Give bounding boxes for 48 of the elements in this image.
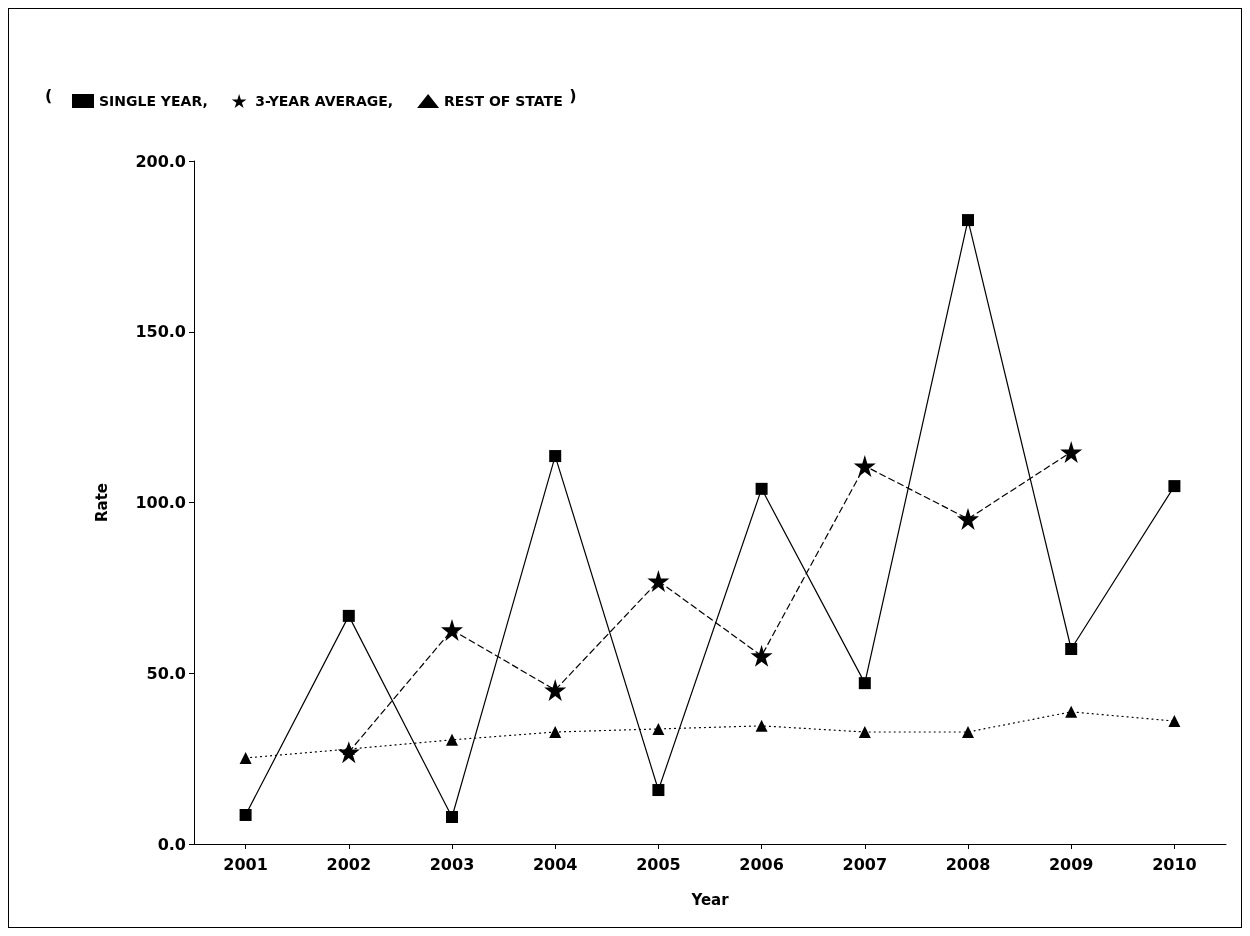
legend-label: REST OF STATE [444,93,563,109]
y-tick-label: 100.0 [135,493,186,512]
text: ( [45,85,53,105]
y-tick-label: 50.0 [146,663,186,683]
point [755,719,768,732]
x-tick-label: 2006 [739,854,784,874]
point [652,722,665,735]
legend-label: 3-YEAR AVERAGE, [255,93,394,109]
point [853,454,876,477]
point [1065,705,1078,718]
point [858,677,871,690]
point [1168,715,1181,728]
point [549,450,562,463]
point [858,725,871,738]
point [1168,480,1181,493]
point [652,784,665,797]
point [962,214,974,227]
point [441,618,463,641]
x-tick-label: 2010 [1152,854,1197,874]
x-tick-label: 2001 [223,854,268,874]
point [750,644,773,667]
x-tick-label: 2008 [945,854,991,874]
y-tick-label: 150.0 [135,322,186,342]
point [446,811,458,824]
point [962,725,974,738]
x-tick-label: 2009 [1048,854,1094,874]
x-tick-label: 2003 [429,854,475,874]
point [549,725,562,738]
point [755,482,768,495]
y-axis-title: Rate [92,482,111,523]
x-tick-label: 2004 [532,854,578,874]
point [239,808,252,821]
y-tick-label: 0.0 [157,834,186,854]
point [1060,440,1083,463]
x-tick-label: 2007 [842,854,888,874]
x-tick-label: 2005 [636,854,681,874]
y-tick-label: 200.0 [135,151,186,171]
point [239,751,252,764]
point [544,678,567,701]
point [1065,643,1078,655]
text: ) [569,85,577,105]
x-axis-title: Year [690,890,730,909]
point [647,570,670,593]
point [957,507,979,530]
x-tick-label: 2002 [326,854,372,874]
legend-label: SINGLE YEAR, [99,93,208,109]
point [342,609,355,622]
point [446,733,458,746]
